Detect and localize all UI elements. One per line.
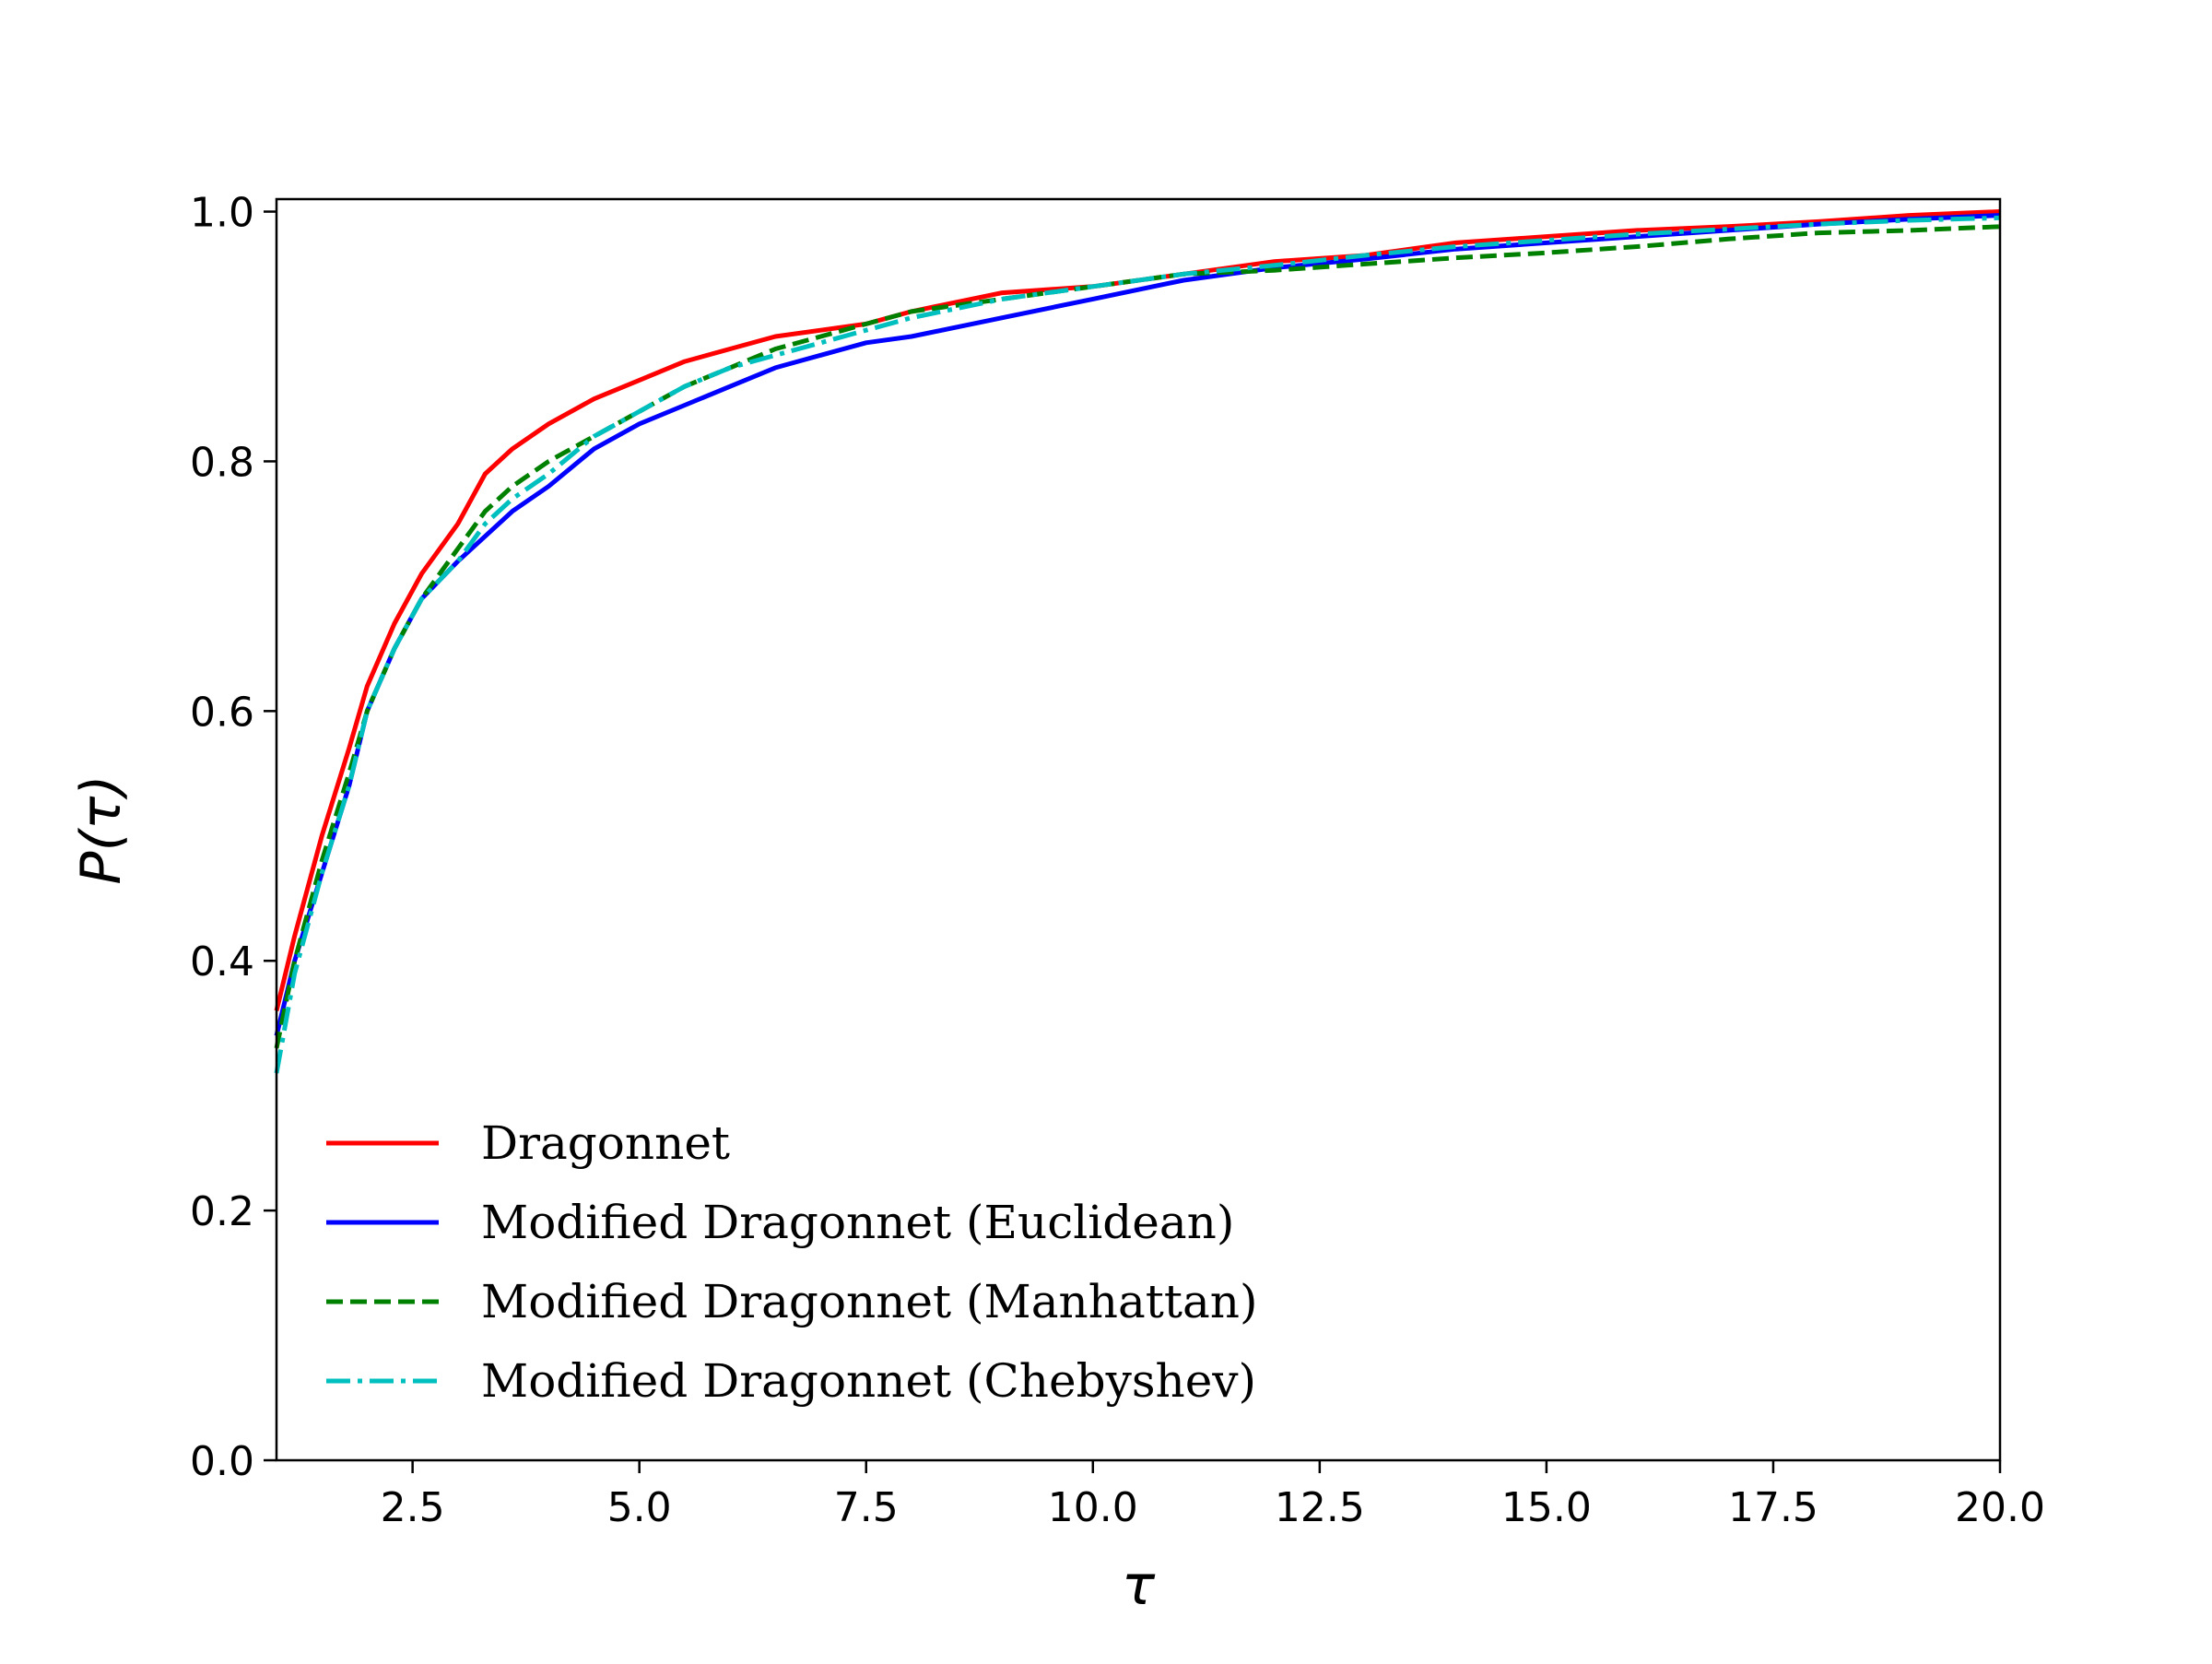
plot-frame (275, 197, 2002, 1462)
y-tick-label: 0.6 (190, 689, 254, 736)
series-line-3 (274, 215, 2001, 1074)
x-tick-label: 5.0 (607, 1484, 672, 1531)
y-axis-title: P(τ) (69, 774, 134, 884)
y-tick-label: 0.2 (190, 1188, 254, 1235)
y-axis: 0.0 0.2 0.4 0.6 0.8 1.0 (190, 190, 276, 1485)
legend-label-0: Dragonnet (481, 1116, 730, 1170)
x-axis: 2.5 5.0 7.5 10.0 12.5 15.0 17.5 20.0 (381, 1460, 2045, 1531)
x-tick-label: 20.0 (1955, 1484, 2045, 1531)
x-tick-label: 7.5 (834, 1484, 899, 1531)
x-tick-label: 17.5 (1728, 1484, 1818, 1531)
y-tick-label: 1.0 (190, 190, 254, 237)
x-tick-label: 15.0 (1501, 1484, 1592, 1531)
legend-label-1: Modified Dragonnet (Euclidean) (481, 1196, 1234, 1249)
y-tick-label: 0.4 (190, 938, 254, 985)
x-axis-title: τ (1122, 1553, 1156, 1618)
x-tick-label: 2.5 (381, 1484, 445, 1531)
series-line-0 (274, 209, 2001, 1011)
y-tick-label: 0.0 (190, 1438, 254, 1485)
legend-label-3: Modified Dragonnet (Chebyshev) (481, 1354, 1256, 1408)
legend: Dragonnet Modified Dragonnet (Euclidean) M… (326, 1116, 1257, 1408)
series-layer (274, 209, 2001, 1074)
x-tick-label: 10.0 (1048, 1484, 1138, 1531)
y-tick-label: 0.8 (190, 439, 254, 486)
x-tick-label: 12.5 (1275, 1484, 1365, 1531)
legend-label-2: Modified Dragonnet (Manhattan) (481, 1275, 1257, 1328)
